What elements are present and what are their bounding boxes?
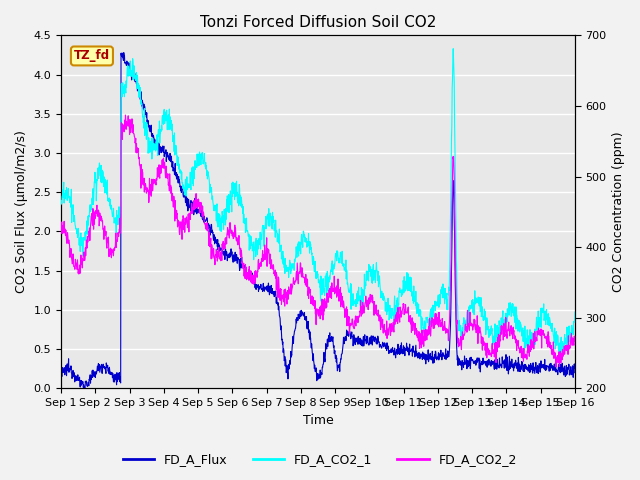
Y-axis label: CO2 Concentration (ppm): CO2 Concentration (ppm) [612, 132, 625, 292]
Text: TZ_fd: TZ_fd [74, 49, 110, 62]
Title: Tonzi Forced Diffusion Soil CO2: Tonzi Forced Diffusion Soil CO2 [200, 15, 436, 30]
X-axis label: Time: Time [303, 414, 333, 427]
Legend: FD_A_Flux, FD_A_CO2_1, FD_A_CO2_2: FD_A_Flux, FD_A_CO2_1, FD_A_CO2_2 [118, 448, 522, 471]
Y-axis label: CO2 Soil Flux (μmol/m2/s): CO2 Soil Flux (μmol/m2/s) [15, 131, 28, 293]
